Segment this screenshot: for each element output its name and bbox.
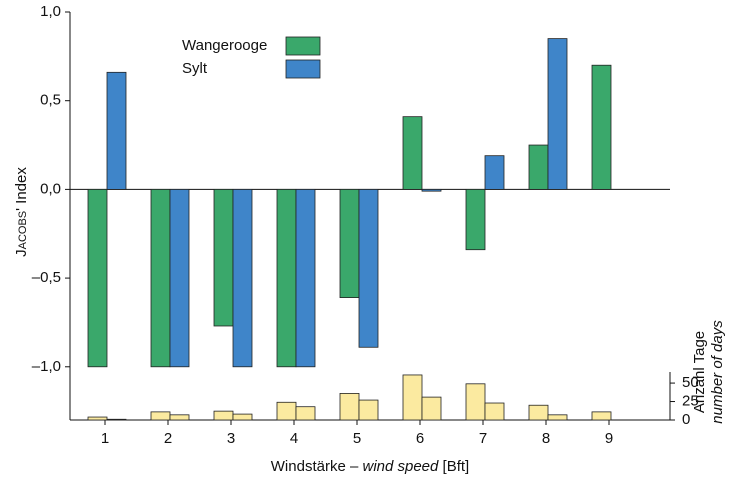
y-tick-label: –1,0	[32, 358, 61, 375]
x-tick-label: 3	[227, 430, 235, 447]
legend-label: Sylt	[182, 60, 208, 77]
bar	[276, 401, 297, 421]
bar	[213, 410, 234, 421]
y-tick-label: 1,0	[40, 3, 61, 20]
x-tick-label: 4	[290, 430, 298, 447]
x-axis-label-text: Windstärke –	[271, 458, 359, 475]
bar	[465, 383, 486, 421]
bar	[358, 188, 379, 348]
y-axis-label: Jacobs' Index	[13, 167, 30, 257]
bar	[295, 188, 316, 368]
bar	[547, 414, 568, 421]
bar	[106, 418, 127, 421]
y-tick-label: 0,5	[40, 92, 61, 109]
bar	[591, 411, 612, 421]
bar	[528, 144, 549, 190]
legend-swatch	[285, 59, 321, 79]
x-tick-label: 5	[353, 430, 361, 447]
x-axis-label: Windstärke – wind speed [Bft]	[271, 458, 469, 475]
bar	[465, 188, 486, 251]
bar	[106, 71, 127, 190]
bar	[484, 155, 505, 190]
bar	[402, 116, 423, 190]
x-tick-label: 9	[605, 430, 613, 447]
bar	[484, 402, 505, 421]
x-tick-label: 7	[479, 430, 487, 447]
y2-axis-label: Anzahl Tage	[691, 331, 708, 413]
bar	[421, 396, 442, 421]
y-tick-label: 0,0	[40, 180, 61, 197]
x-tick-label: 1	[101, 430, 109, 447]
bar	[232, 413, 253, 421]
bar	[213, 188, 234, 327]
y2-tick-label: 25	[682, 393, 699, 410]
bar	[339, 188, 360, 299]
bar	[276, 188, 297, 368]
y2-axis-label-italic: number of days	[709, 320, 726, 424]
bar	[339, 393, 360, 421]
bar	[402, 374, 423, 421]
bar	[169, 414, 190, 421]
bar	[591, 64, 612, 190]
bar	[150, 411, 171, 421]
legend-label: Wangerooge	[182, 37, 267, 54]
bar	[295, 406, 316, 421]
bar	[528, 404, 549, 421]
y2-tick-label: 50	[682, 374, 699, 391]
x-axis-label-italic: wind speed	[362, 458, 439, 475]
y-tick-label: –0,5	[32, 269, 61, 286]
bar	[87, 416, 108, 421]
bar	[87, 188, 108, 368]
x-tick-label: 8	[542, 430, 550, 447]
y-axis-label-suffix: Index	[13, 167, 30, 204]
bar	[421, 188, 442, 192]
bar	[547, 38, 568, 190]
legend-swatch	[285, 36, 321, 56]
x-axis-label-unit: [Bft]	[443, 458, 470, 475]
x-tick-label: 2	[164, 430, 172, 447]
y-axis-label-name: Jacobs'	[13, 208, 30, 257]
bar	[150, 188, 171, 368]
x-tick-label: 6	[416, 430, 424, 447]
bar	[169, 188, 190, 368]
bar	[358, 399, 379, 421]
bar	[232, 188, 253, 368]
y2-tick-label: 0	[682, 411, 690, 428]
